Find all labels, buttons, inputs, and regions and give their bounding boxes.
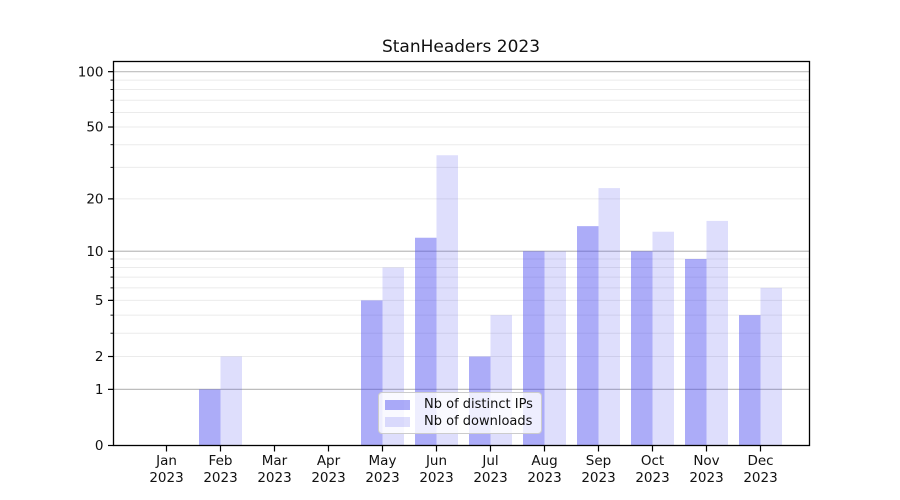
x-tick-label-jan: Jan: [155, 453, 177, 469]
bar-may-distinct-ips: [361, 300, 383, 446]
bar-aug-downloads: [544, 251, 566, 446]
x-tick-year-jun: 2023: [419, 470, 453, 486]
bar-dec-downloads: [760, 287, 782, 446]
x-tick-year-apr: 2023: [311, 470, 345, 486]
x-tick-label-oct: Oct: [641, 453, 664, 469]
x-tick-label-nov: Nov: [693, 453, 719, 469]
x-tick-year-feb: 2023: [203, 470, 237, 486]
x-tick-year-oct: 2023: [635, 470, 669, 486]
bar-oct-downloads: [652, 231, 674, 446]
y-tick-label: 10: [86, 244, 103, 260]
legend-item-distinct-ips: Nb of distinct IPs: [385, 397, 535, 412]
legend-swatch-distinct-ips: [385, 399, 410, 410]
y-tick-label: 20: [86, 192, 103, 208]
bar-sep-downloads: [598, 188, 620, 446]
legend-label-downloads: Nb of downloads: [424, 414, 533, 429]
y-tick-label: 5: [95, 293, 104, 309]
legend: Nb of distinct IPs Nb of downloads: [378, 392, 542, 434]
bar-jun-downloads: [436, 155, 458, 446]
x-tick-label-mar: Mar: [262, 453, 288, 469]
x-tick-year-dec: 2023: [743, 470, 777, 486]
x-tick-label-dec: Dec: [747, 453, 773, 469]
bar-oct-distinct-ips: [631, 251, 653, 446]
x-tick-year-jan: 2023: [149, 470, 183, 486]
y-tick-label: 1: [95, 382, 104, 398]
legend-label-distinct-ips: Nb of distinct IPs: [424, 397, 533, 412]
x-tick-label-jul: Jul: [481, 453, 498, 469]
x-tick-label-feb: Feb: [209, 453, 233, 469]
legend-swatch-downloads: [385, 416, 410, 427]
x-tick-year-aug: 2023: [527, 470, 561, 486]
x-tick-year-mar: 2023: [257, 470, 291, 486]
legend-item-downloads: Nb of downloads: [385, 414, 535, 429]
x-tick-year-may: 2023: [365, 470, 399, 486]
y-tick-label: 0: [95, 438, 104, 454]
bar-nov-distinct-ips: [685, 258, 707, 446]
chart-title: StanHeaders 2023: [381, 37, 541, 57]
y-tick-label: 2: [95, 349, 104, 365]
x-tick-label-aug: Aug: [531, 453, 557, 469]
y-tick-label: 50: [86, 120, 103, 136]
bar-dec-distinct-ips: [739, 315, 761, 446]
bar-nov-downloads: [706, 220, 728, 446]
x-tick-label-sep: Sep: [586, 453, 611, 469]
x-tick-year-nov: 2023: [689, 470, 723, 486]
bar-feb-downloads: [220, 356, 242, 446]
bar-feb-distinct-ips: [199, 389, 221, 446]
x-tick-year-jul: 2023: [473, 470, 507, 486]
y-tick-label: 100: [78, 64, 104, 80]
x-tick-year-sep: 2023: [581, 470, 615, 486]
x-tick-label-may: May: [369, 453, 397, 469]
x-tick-label-apr: Apr: [317, 453, 341, 469]
bar-sep-distinct-ips: [577, 226, 599, 446]
plot-border: [112, 60, 811, 447]
x-tick-label-jun: Jun: [425, 453, 447, 469]
